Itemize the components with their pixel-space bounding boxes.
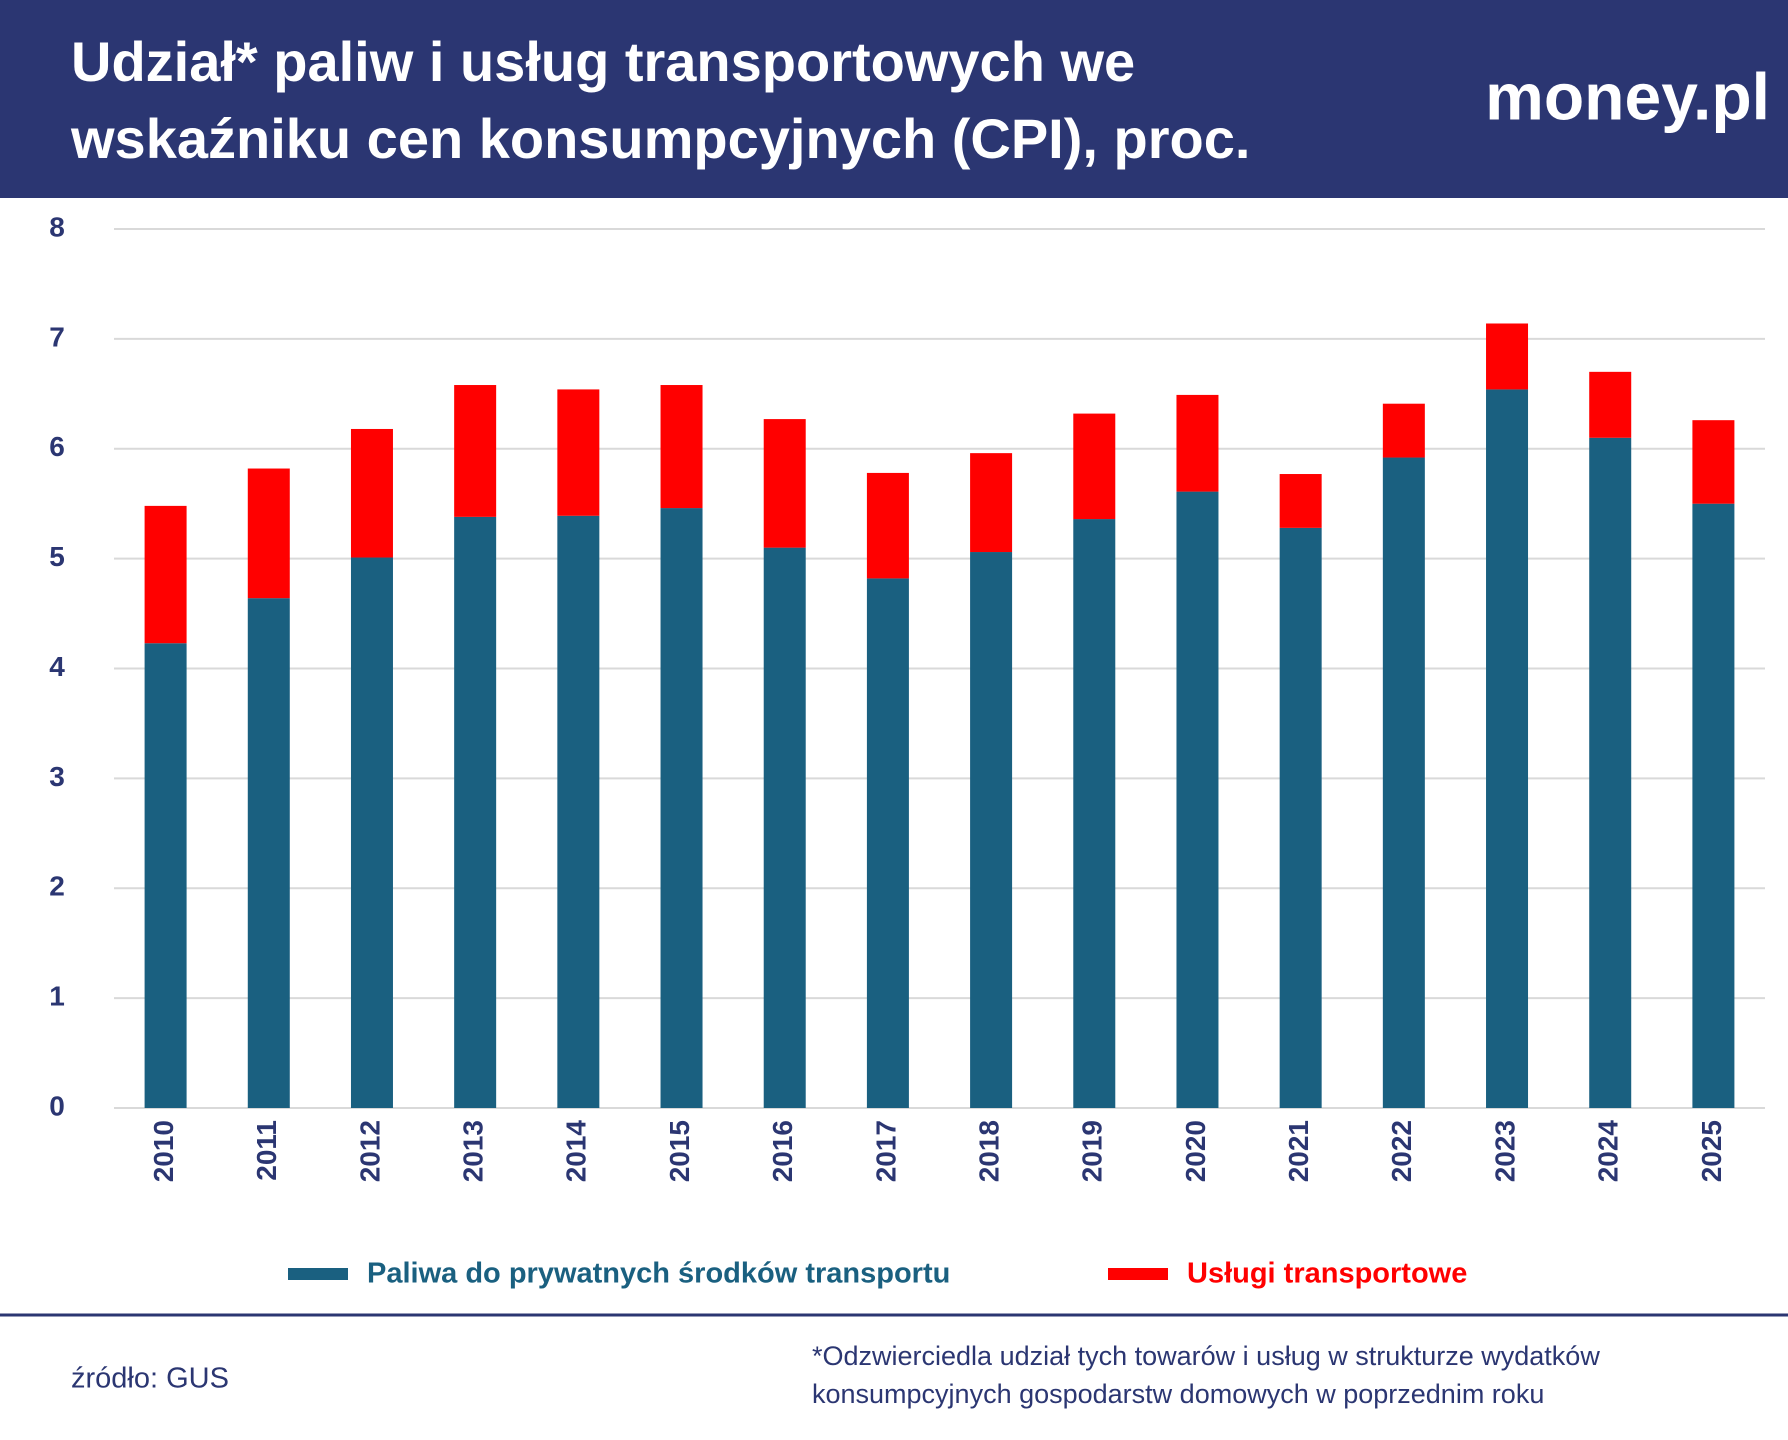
- bar-segment: [866, 472, 909, 579]
- bar-segment: [970, 552, 1013, 1108]
- x-tick-label: 2014: [561, 1120, 592, 1183]
- bar-segment: [1073, 413, 1116, 520]
- note: *Odzwierciedla udział tych towarów i usł…: [812, 1341, 1600, 1371]
- bar-segment: [1692, 420, 1735, 504]
- bar-segment: [1382, 403, 1425, 458]
- bar-segment: [970, 453, 1013, 553]
- x-tick-label: 2019: [1077, 1120, 1108, 1182]
- x-tick-label: 2020: [1180, 1120, 1211, 1182]
- bar-segment: [454, 385, 497, 517]
- x-tick-label: 2018: [973, 1120, 1004, 1182]
- y-tick-label: 5: [49, 541, 65, 572]
- bar-segment: [247, 468, 290, 599]
- bar-segment: [350, 428, 393, 558]
- legend-label: Usługi transportowe: [1187, 1258, 1467, 1290]
- y-tick-label: 7: [49, 321, 65, 352]
- bar-segment: [557, 515, 600, 1108]
- bar-segment: [1279, 527, 1322, 1108]
- chart-title: Udział* paliw i usług transportowych we: [71, 30, 1135, 93]
- bar-segment: [350, 557, 393, 1108]
- bar-segment: [763, 547, 806, 1108]
- y-tick-label: 8: [49, 211, 65, 242]
- chart-title: wskaźniku cen konsumpcyjnych (CPI), proc…: [70, 107, 1250, 170]
- legend-swatch: [1108, 1268, 1168, 1280]
- y-tick-label: 6: [49, 431, 65, 462]
- x-tick-label: 2010: [148, 1120, 179, 1182]
- header: [0, 0, 1788, 198]
- bar-segment: [660, 508, 703, 1108]
- bar-segment: [1176, 491, 1219, 1108]
- x-tick-label: 2012: [354, 1120, 385, 1182]
- legend-label: Paliwa do prywatnych środków transportu: [367, 1258, 950, 1290]
- x-tick-label: 2017: [870, 1120, 901, 1182]
- bar-segment: [144, 643, 187, 1108]
- x-tick-label: 2016: [767, 1120, 798, 1182]
- bar-segment: [1279, 474, 1322, 528]
- bar-segment: [557, 389, 600, 516]
- x-tick-label: 2021: [1283, 1120, 1314, 1182]
- bar-segment: [247, 598, 290, 1108]
- bar-segment: [1176, 394, 1219, 492]
- bar-segment: [1486, 323, 1529, 390]
- bar-segment: [454, 516, 497, 1108]
- bar-segment: [144, 505, 187, 644]
- x-tick-label: 2011: [251, 1120, 282, 1181]
- y-tick-label: 4: [49, 651, 65, 682]
- x-tick-label: 2025: [1696, 1120, 1727, 1182]
- y-tick-label: 2: [49, 871, 65, 902]
- y-tick-label: 1: [49, 981, 65, 1012]
- bar-segment: [763, 419, 806, 548]
- bar-segment: [1073, 519, 1116, 1108]
- bar-segment: [660, 385, 703, 509]
- x-tick-label: 2013: [458, 1120, 489, 1182]
- bar-segment: [866, 578, 909, 1108]
- bar-segment: [1589, 437, 1632, 1108]
- y-tick-label: 3: [49, 761, 65, 792]
- bar-segment: [1589, 371, 1632, 438]
- bar-segment: [1486, 389, 1529, 1109]
- bar-segment: [1382, 457, 1425, 1108]
- x-tick-label: 2022: [1386, 1120, 1417, 1182]
- source: źródło: GUS: [71, 1363, 229, 1395]
- y-tick-label: 0: [49, 1090, 65, 1121]
- logo: money.pl: [1485, 59, 1770, 133]
- note: konsumpcyjnych gospodarstw domowych w po…: [812, 1379, 1544, 1409]
- x-tick-label: 2024: [1593, 1120, 1624, 1183]
- x-tick-label: 2015: [664, 1120, 695, 1182]
- bar-segment: [1692, 503, 1735, 1108]
- x-tick-label: 2023: [1489, 1120, 1520, 1182]
- legend-swatch: [288, 1268, 348, 1280]
